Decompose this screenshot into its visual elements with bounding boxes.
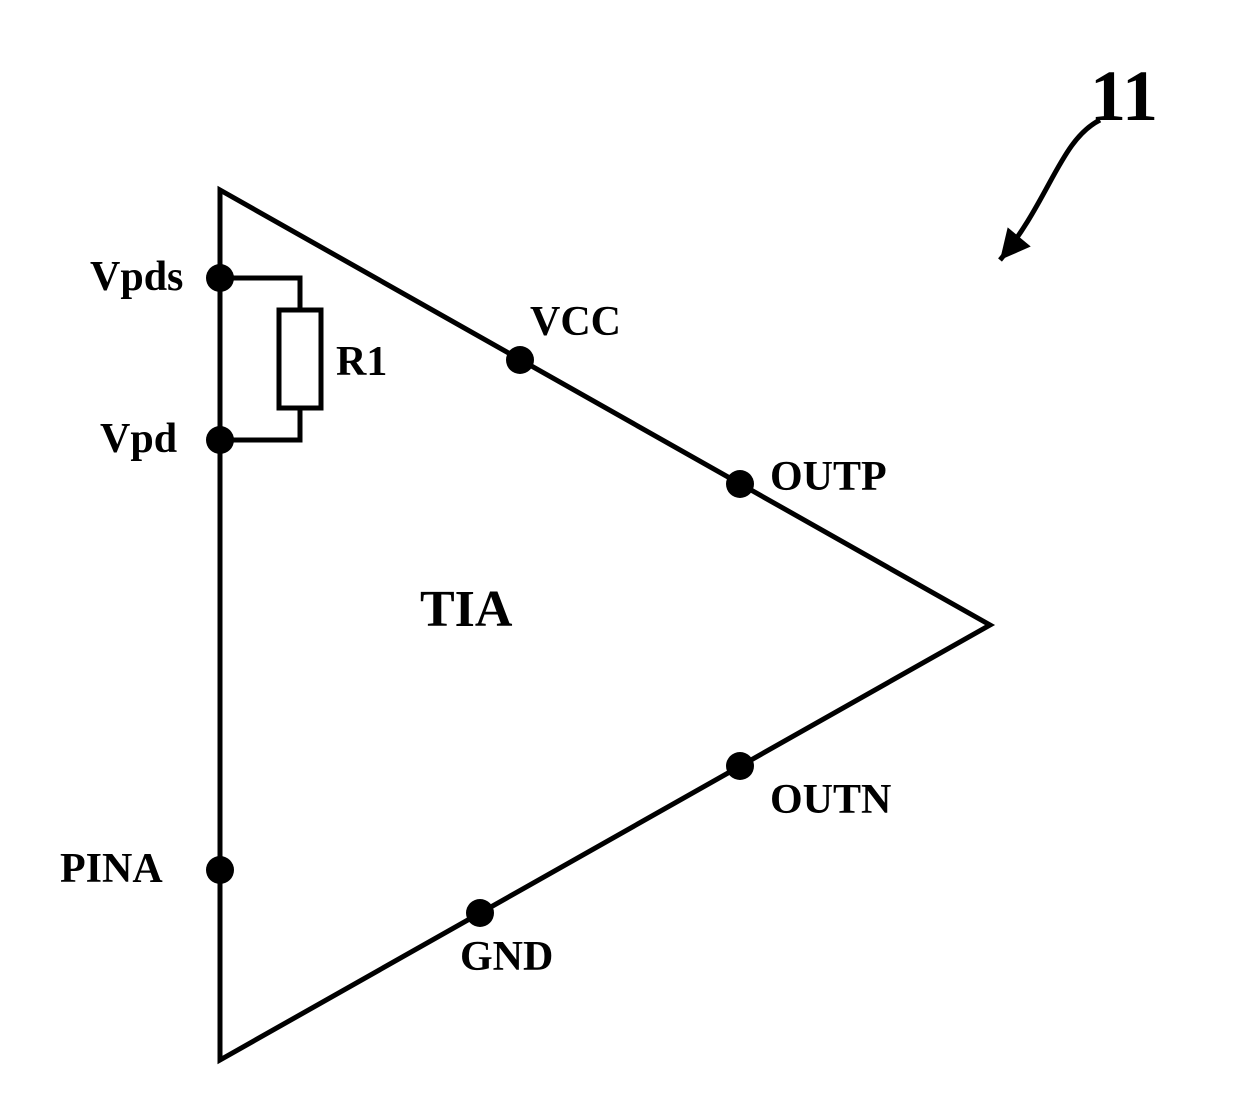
label-vcc: VCC: [530, 298, 621, 346]
label-vpd: Vpd: [100, 415, 177, 463]
label-tia: TIA: [420, 580, 512, 639]
label-vpds: Vpds: [90, 253, 183, 301]
label-gnd: GND: [460, 933, 553, 981]
label-outn: OUTN: [770, 776, 891, 824]
label-outp: OUTP: [770, 453, 887, 501]
circuit-diagram: [0, 0, 1240, 1096]
label-callout: 11: [1090, 55, 1158, 138]
label-r1: R1: [336, 338, 387, 386]
label-pina: PINA: [60, 845, 163, 893]
